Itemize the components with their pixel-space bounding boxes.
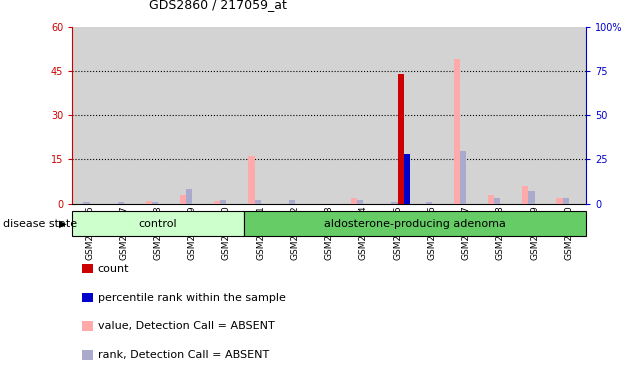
Bar [426,202,432,204]
Text: rank, Detection Call = ABSENT: rank, Detection Call = ABSENT [98,350,269,360]
Text: ▶: ▶ [59,218,66,229]
Bar [494,198,500,204]
Bar [255,200,261,204]
Bar [398,74,404,204]
Bar [118,202,123,204]
Bar [357,200,364,204]
Text: disease state: disease state [3,218,77,229]
Text: count: count [98,264,129,274]
Bar [220,200,226,204]
Text: GDS2860 / 217059_at: GDS2860 / 217059_at [149,0,287,12]
Bar [146,200,152,204]
Bar [563,198,569,204]
Bar [460,151,466,204]
Bar [180,195,186,204]
Bar [454,59,460,204]
Bar [488,195,494,204]
Bar [522,186,529,204]
Bar [248,156,255,204]
Bar [556,198,563,204]
Bar [351,198,357,204]
Text: control: control [139,218,177,229]
Bar [529,191,534,204]
Text: percentile rank within the sample: percentile rank within the sample [98,293,285,303]
Bar [83,202,89,204]
Bar [244,211,586,236]
Bar [391,202,398,204]
Bar [214,200,220,204]
Text: value, Detection Call = ABSENT: value, Detection Call = ABSENT [98,321,275,331]
Bar [152,202,158,204]
Bar [404,154,410,204]
Bar [72,211,244,236]
Text: aldosterone-producing adenoma: aldosterone-producing adenoma [324,218,506,229]
Bar [289,200,295,204]
Bar [186,189,192,204]
